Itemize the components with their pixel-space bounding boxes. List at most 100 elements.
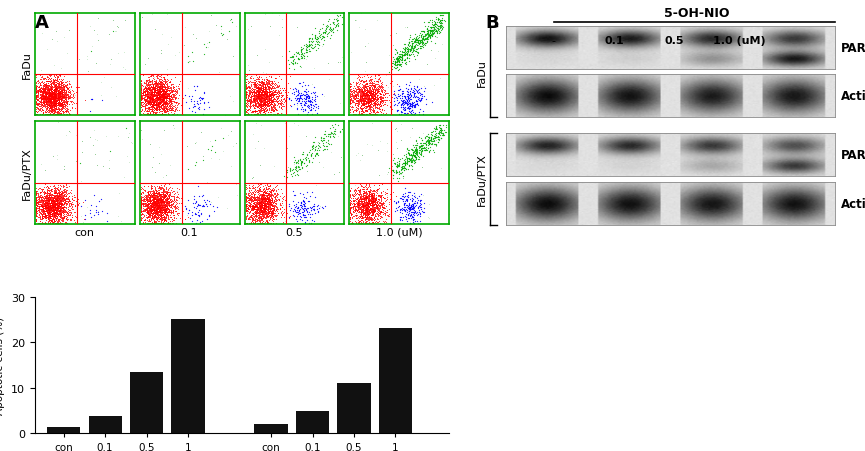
Point bbox=[394, 206, 408, 213]
Point bbox=[401, 155, 415, 162]
Point bbox=[31, 207, 45, 214]
Point bbox=[403, 212, 417, 219]
Point bbox=[261, 81, 275, 88]
Point bbox=[361, 89, 375, 96]
Point bbox=[58, 198, 72, 205]
Point bbox=[423, 24, 437, 31]
Point bbox=[153, 87, 167, 94]
Point bbox=[37, 101, 51, 109]
Point bbox=[100, 218, 114, 226]
Point bbox=[267, 198, 281, 205]
Point bbox=[57, 207, 71, 215]
Point bbox=[155, 198, 169, 205]
Point bbox=[291, 50, 304, 57]
Point bbox=[42, 210, 55, 217]
Point bbox=[400, 51, 414, 59]
Point bbox=[145, 193, 159, 200]
Point bbox=[247, 191, 261, 198]
Point bbox=[259, 210, 272, 217]
Point bbox=[404, 103, 418, 110]
Point bbox=[266, 98, 279, 106]
Point bbox=[369, 202, 383, 209]
Point bbox=[244, 187, 258, 194]
Point bbox=[42, 95, 56, 102]
Point bbox=[404, 110, 418, 118]
Point bbox=[390, 56, 404, 64]
Point bbox=[253, 97, 266, 105]
Point bbox=[259, 97, 272, 105]
Point bbox=[42, 96, 56, 103]
Point bbox=[42, 97, 56, 105]
Point bbox=[365, 191, 379, 198]
Point bbox=[133, 206, 147, 213]
Point bbox=[256, 205, 270, 212]
Point bbox=[390, 50, 404, 57]
Point bbox=[401, 104, 415, 111]
Point bbox=[157, 195, 171, 202]
Point bbox=[44, 197, 58, 204]
Point bbox=[261, 203, 275, 211]
Point bbox=[37, 193, 51, 200]
Point bbox=[400, 161, 414, 168]
Point bbox=[270, 190, 284, 197]
Point bbox=[294, 161, 308, 168]
Point bbox=[366, 86, 380, 93]
Point bbox=[43, 194, 57, 202]
Point bbox=[416, 145, 430, 152]
Point bbox=[44, 110, 58, 117]
Point bbox=[349, 93, 363, 100]
Point bbox=[42, 93, 55, 100]
Point bbox=[57, 202, 71, 209]
Point bbox=[43, 103, 57, 110]
Point bbox=[151, 82, 165, 89]
Point bbox=[265, 96, 279, 103]
Point bbox=[30, 203, 44, 210]
Point bbox=[359, 94, 373, 101]
Point bbox=[150, 190, 163, 197]
Point bbox=[253, 106, 267, 113]
Point bbox=[158, 99, 172, 106]
Point bbox=[366, 98, 380, 106]
Point bbox=[163, 212, 176, 219]
Point bbox=[148, 86, 162, 93]
Point bbox=[53, 211, 67, 218]
Point bbox=[261, 199, 275, 207]
Point bbox=[262, 105, 276, 112]
Point bbox=[369, 108, 383, 115]
Point bbox=[312, 143, 326, 150]
Point bbox=[259, 202, 272, 210]
Point bbox=[144, 88, 157, 95]
Point bbox=[361, 88, 375, 95]
Point bbox=[302, 97, 316, 104]
Point bbox=[165, 95, 179, 102]
Point bbox=[35, 92, 49, 99]
Point bbox=[399, 196, 413, 203]
Point bbox=[44, 218, 58, 226]
Point bbox=[29, 92, 42, 100]
Point bbox=[133, 92, 147, 99]
Point bbox=[142, 98, 156, 105]
Point bbox=[43, 99, 57, 106]
Point bbox=[257, 109, 271, 116]
Point bbox=[368, 207, 381, 214]
Point bbox=[145, 214, 159, 221]
Point bbox=[133, 88, 147, 96]
Point bbox=[138, 97, 151, 104]
Point bbox=[274, 185, 288, 193]
Point bbox=[253, 89, 267, 97]
Point bbox=[353, 218, 367, 225]
Point bbox=[162, 199, 176, 207]
Point bbox=[154, 90, 168, 97]
Point bbox=[158, 100, 172, 107]
Point bbox=[145, 96, 159, 103]
Point bbox=[44, 84, 58, 91]
Point bbox=[43, 87, 57, 95]
Point bbox=[413, 151, 427, 158]
Point bbox=[142, 94, 156, 101]
Point bbox=[39, 99, 53, 106]
Point bbox=[32, 220, 46, 227]
Point bbox=[348, 201, 362, 208]
Point bbox=[256, 189, 270, 197]
Point bbox=[59, 92, 73, 100]
Point bbox=[157, 202, 171, 210]
